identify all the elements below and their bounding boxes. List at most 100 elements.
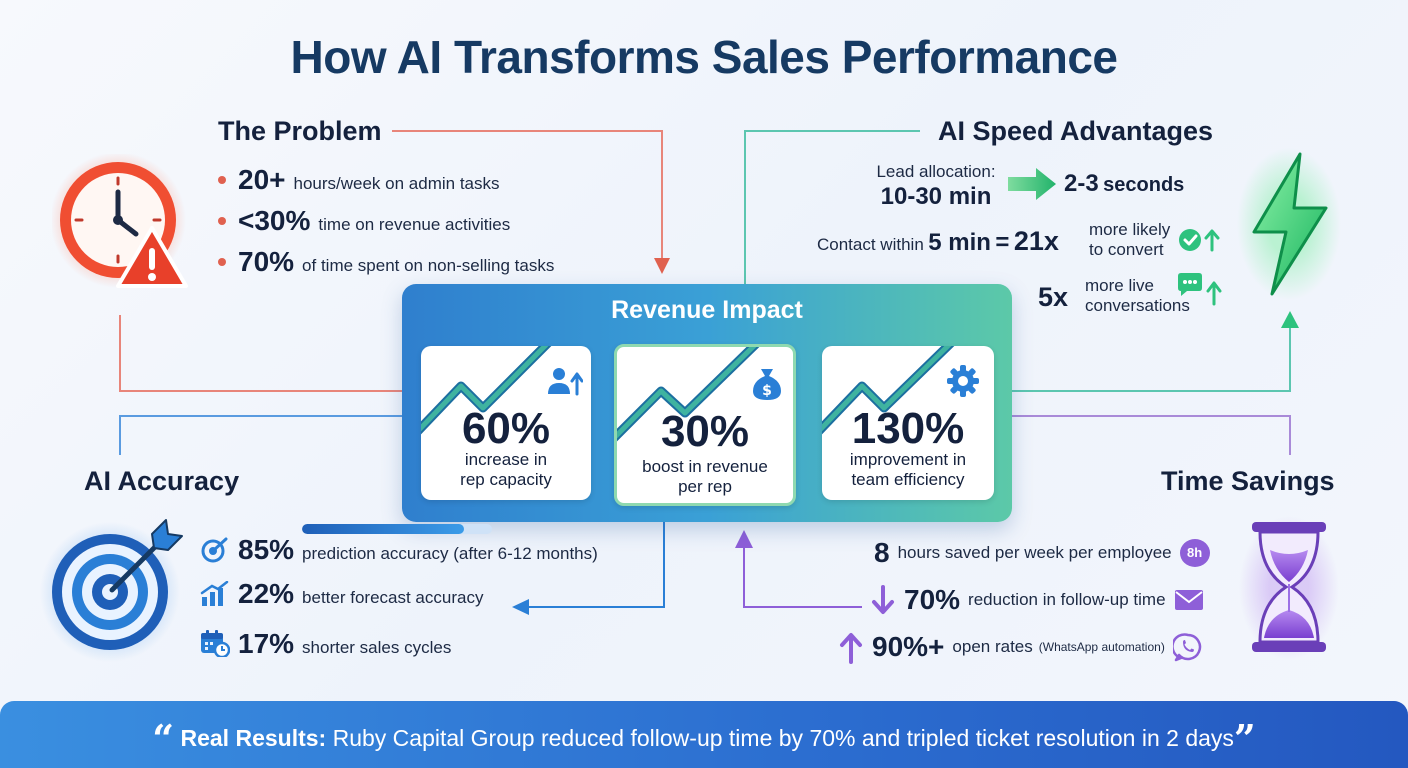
time-item: 90%+ open rates (WhatsApp automation)	[838, 630, 1203, 664]
problem-item: 70% of time spent on non-selling tasks	[218, 246, 554, 287]
revenue-desc-line-2: rep capacity	[460, 470, 552, 489]
banner-message: Ruby Capital Group reduced follow-up tim…	[332, 725, 1234, 751]
chat-up-icon	[1178, 273, 1222, 306]
open-quote: “	[152, 716, 175, 761]
time-value: 8	[874, 537, 890, 568]
problem-title: The Problem	[218, 116, 382, 146]
contact-line-1: more likely	[1089, 220, 1171, 239]
revenue-title: Revenue Impact	[611, 296, 803, 324]
accuracy-text: better forecast accuracy	[302, 588, 484, 607]
revenue-value: 60%	[461, 404, 551, 453]
lead-allocation-before: 10-30 min	[880, 183, 992, 210]
lead-after-unit: seconds	[1103, 174, 1185, 196]
revenue-desc-line-1: boost in revenue	[642, 457, 768, 476]
contact-time: 5 min	[928, 229, 991, 256]
contact-row: Contact within 5 min = 21x	[817, 226, 1059, 257]
arrow-up-icon	[840, 633, 862, 664]
accuracy-progress-fill	[302, 524, 464, 534]
bar-chart-icon	[200, 581, 229, 606]
accuracy-title: AI Accuracy	[84, 466, 240, 496]
accuracy-text-wrap: prediction accuracy (after 6-12 months)	[302, 524, 598, 564]
time-text: open rates	[952, 637, 1033, 656]
accuracy-text: shorter sales cycles	[302, 638, 452, 657]
banner-label: Real Results:	[180, 725, 327, 751]
time-note: (WhatsApp automation)	[1038, 640, 1165, 654]
bullet-dot	[218, 217, 226, 225]
revenue-desc: boost in revenue per rep	[617, 457, 793, 497]
live-value: 5x	[1038, 282, 1069, 312]
problem-value: 20+	[238, 164, 286, 195]
gear-icon	[947, 365, 979, 397]
problem-text: hours/week on admin tasks	[293, 174, 500, 193]
problem-item: <30% time on revenue activities	[218, 205, 554, 246]
problem-value: 70%	[238, 246, 295, 277]
svg-text:$: $	[762, 383, 772, 399]
accuracy-value: 17%	[238, 628, 295, 659]
clock-warning-icon	[52, 154, 188, 288]
accuracy-item: 85% prediction accuracy (after 6-12 mont…	[200, 524, 598, 577]
target-small-icon	[201, 537, 228, 563]
accuracy-value: 85%	[238, 534, 295, 565]
whatsapp-icon	[1172, 633, 1201, 662]
contact-line-2: to convert	[1089, 240, 1164, 259]
calendar-clock-icon	[201, 630, 230, 657]
banner-text: “ Real Results: Ruby Capital Group reduc…	[0, 716, 1408, 761]
bullet-dot	[218, 176, 226, 184]
accuracy-value: 22%	[238, 578, 295, 609]
time-value: 70%	[904, 584, 961, 615]
trend-arrow-icon	[822, 346, 955, 435]
revenue-card: $ 30% boost in revenue per rep	[614, 344, 796, 506]
revenue-desc: increase in rep capacity	[421, 450, 591, 490]
time-value: 90%+	[872, 631, 945, 662]
problem-text: time on revenue activities	[318, 215, 511, 234]
lead-allocation-label: Lead allocation:	[876, 162, 996, 181]
hours-badge: 8h	[1179, 539, 1210, 567]
accuracy-text: prediction accuracy (after 6-12 months)	[302, 544, 598, 563]
live-line-1: more live	[1085, 276, 1154, 295]
lightning-icon	[1237, 148, 1341, 300]
close-quote: ”	[1233, 716, 1256, 761]
mail-icon	[1174, 590, 1203, 610]
revenue-desc: improvement in team efficiency	[822, 450, 994, 490]
revenue-card: 130% improvement in team efficiency	[822, 346, 994, 500]
revenue-value: 130%	[851, 404, 965, 453]
contact-description: more likely to convert	[1089, 220, 1170, 260]
problem-item: 20+ hours/week on admin tasks	[218, 164, 554, 205]
time-text: hours saved per week per employee	[897, 543, 1172, 562]
page-title: How AI Transforms Sales Performance	[290, 31, 1119, 83]
accuracy-item: 17% shorter sales cycles	[200, 625, 598, 669]
contact-prefix: Contact within	[817, 235, 924, 254]
revenue-desc-line-1: improvement in	[849, 450, 967, 469]
time-item: 8 hours saved per week per employee 8h	[874, 537, 1210, 569]
hourglass-icon	[1239, 516, 1339, 660]
problem-text: of time spent on non-selling tasks	[302, 256, 555, 275]
accuracy-list: 85% prediction accuracy (after 6-12 mont…	[200, 524, 598, 669]
accuracy-progress-track	[302, 524, 493, 534]
live-description: more live conversations	[1085, 276, 1190, 316]
revenue-value: 30%	[660, 407, 750, 456]
check-up-icon	[1179, 229, 1220, 252]
contact-eq: =	[995, 229, 1010, 256]
results-banner	[0, 701, 1408, 768]
contact-multiplier: 21x	[1013, 226, 1059, 256]
trend-arrow-icon	[617, 347, 760, 442]
problem-list: 20+ hours/week on admin tasks <30% time …	[218, 164, 554, 287]
money-bag-icon: $	[753, 369, 781, 400]
accuracy-item: 22% better forecast accuracy	[200, 577, 598, 625]
bullet-dot	[218, 258, 226, 266]
speed-title: AI Speed Advantages	[938, 116, 1214, 146]
problem-value: <30%	[238, 205, 311, 236]
time-text: reduction in follow-up time	[968, 590, 1166, 609]
lead-allocation-after: 2-3 seconds	[1064, 170, 1184, 198]
lead-after-value: 2-3	[1064, 170, 1099, 197]
target-icon	[40, 519, 183, 662]
revenue-desc-line-1: increase in	[464, 450, 548, 469]
time-title: Time Savings	[1161, 466, 1335, 496]
live-line-2: conversations	[1085, 296, 1190, 315]
user-up-icon	[548, 368, 583, 396]
arrow-right-icon	[1008, 168, 1056, 200]
time-item: 70% reduction in follow-up time	[870, 584, 1204, 616]
trend-arrow-icon	[421, 346, 552, 435]
arrow-down-icon	[872, 585, 894, 614]
